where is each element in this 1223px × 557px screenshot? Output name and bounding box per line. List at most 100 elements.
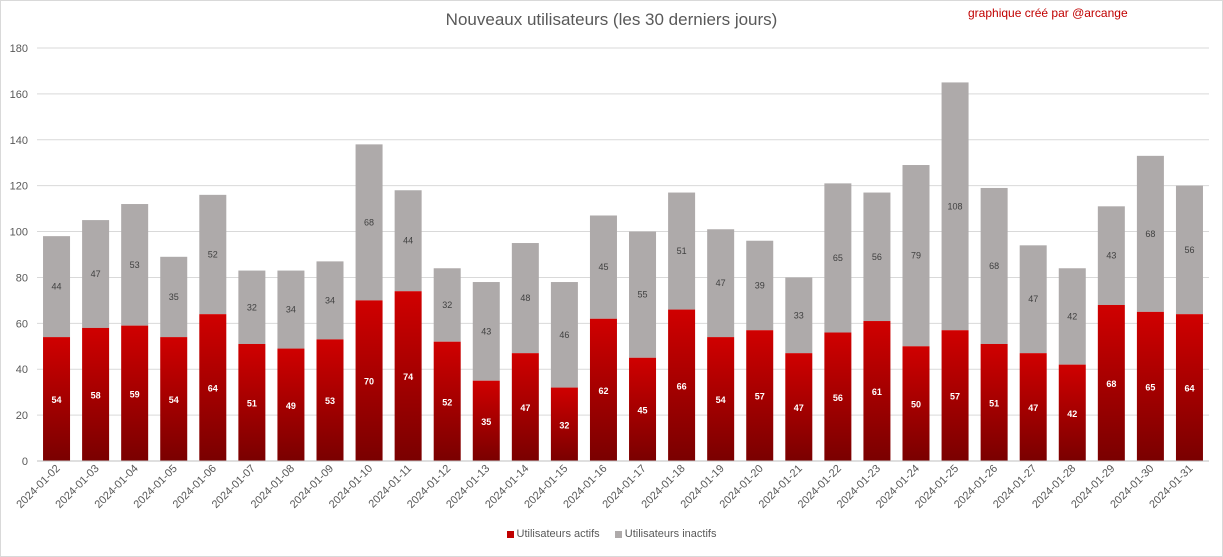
bar-inactifs	[82, 220, 110, 328]
bar-inactifs	[589, 215, 617, 319]
y-tick-label: 80	[16, 272, 28, 284]
bar-inactifs	[277, 270, 305, 349]
bar-actifs	[82, 327, 110, 461]
data-label-actifs: 64	[1184, 384, 1194, 394]
bar-actifs	[43, 337, 71, 461]
data-label-inactifs: 46	[559, 330, 569, 340]
bar-inactifs	[316, 261, 344, 340]
bar-inactifs	[980, 187, 1008, 344]
bar-inactifs	[199, 194, 227, 315]
bar-actifs	[472, 380, 500, 461]
bar-inactifs	[472, 282, 500, 381]
data-label-actifs: 53	[325, 396, 335, 406]
data-label-inactifs: 47	[1028, 294, 1038, 304]
data-label-actifs: 47	[794, 403, 804, 413]
legend-swatch-inactifs	[614, 530, 622, 538]
bar-actifs	[707, 337, 735, 461]
bar-inactifs	[238, 270, 266, 344]
data-label-inactifs: 44	[403, 236, 413, 246]
data-label-inactifs: 51	[677, 246, 687, 256]
bar-actifs	[433, 341, 461, 461]
data-label-actifs: 59	[130, 389, 140, 399]
y-tick-label: 100	[10, 227, 28, 239]
data-label-actifs: 74	[403, 372, 413, 382]
data-label-inactifs: 79	[911, 251, 921, 261]
legend-item-inactifs: Utilisateurs inactifs	[614, 528, 717, 541]
data-label-actifs: 61	[872, 387, 882, 397]
bar-actifs	[160, 337, 188, 461]
y-tick-label: 180	[10, 43, 28, 55]
bar-inactifs	[707, 229, 735, 338]
bar-inactifs	[1136, 155, 1164, 312]
data-label-inactifs: 42	[1067, 311, 1077, 321]
bar-inactifs	[550, 282, 578, 388]
data-label-actifs: 32	[559, 420, 569, 430]
data-label-actifs: 35	[481, 417, 491, 427]
y-tick-label: 20	[16, 410, 28, 422]
bar-actifs	[238, 343, 266, 461]
bar-actifs	[941, 330, 969, 461]
y-tick-label: 140	[10, 135, 28, 147]
data-label-inactifs: 33	[794, 310, 804, 320]
data-label-actifs: 47	[520, 403, 530, 413]
data-label-actifs: 64	[208, 384, 218, 394]
data-label-actifs: 51	[989, 398, 999, 408]
data-label-inactifs: 68	[1145, 229, 1155, 239]
bar-actifs	[199, 314, 227, 461]
y-tick-label: 0	[22, 456, 28, 468]
data-label-inactifs: 68	[989, 261, 999, 271]
data-label-inactifs: 47	[716, 278, 726, 288]
legend-item-actifs: Utilisateurs actifs	[506, 528, 600, 540]
data-label-actifs: 50	[911, 400, 921, 410]
data-label-inactifs: 35	[169, 292, 179, 302]
bar-actifs	[511, 353, 539, 461]
data-label-actifs: 45	[638, 405, 648, 415]
data-label-actifs: 56	[833, 393, 843, 403]
bar-actifs	[863, 321, 891, 461]
bar-inactifs	[433, 268, 461, 342]
legend-label-inactifs: Utilisateurs inactifs	[624, 528, 717, 541]
bar-actifs	[355, 300, 383, 461]
data-label-inactifs: 43	[1106, 251, 1116, 261]
data-label-actifs: 54	[169, 395, 179, 405]
bar-inactifs	[746, 240, 774, 331]
data-label-inactifs: 108	[948, 201, 963, 211]
bar-inactifs	[355, 144, 383, 301]
data-label-actifs: 51	[247, 398, 257, 408]
bar-inactifs	[863, 192, 891, 322]
data-labels: 54 44 58 47 59 53 54 35 64 52 51 32 49 34 53 34 70 68 74 44…	[52, 201, 1195, 430]
data-label-inactifs: 56	[872, 252, 882, 262]
bar-actifs	[746, 330, 774, 461]
bar-actifs	[316, 339, 344, 461]
data-label-actifs: 57	[755, 392, 765, 402]
bar-inactifs	[785, 277, 813, 354]
y-tick-label: 160	[10, 89, 28, 101]
bar-actifs	[902, 346, 930, 461]
chart-credit: graphique créé par @arcange	[968, 6, 1128, 20]
bar-actifs	[589, 318, 617, 461]
bar-actifs	[394, 291, 422, 461]
bar-inactifs	[1019, 245, 1047, 354]
data-label-inactifs: 48	[520, 293, 530, 303]
bar-actifs	[980, 343, 1008, 461]
bar-inactifs	[902, 165, 930, 347]
bar-actifs	[824, 332, 852, 461]
data-label-actifs: 58	[91, 390, 101, 400]
y-tick-label: 60	[16, 318, 28, 330]
data-label-actifs: 42	[1067, 409, 1077, 419]
data-label-actifs: 65	[1145, 382, 1155, 392]
data-label-actifs: 52	[442, 397, 452, 407]
data-label-inactifs: 32	[442, 300, 452, 310]
bar-inactifs	[394, 190, 422, 292]
bar-actifs	[668, 309, 696, 461]
bar-actifs	[1058, 364, 1086, 461]
bar-inactifs	[1058, 268, 1086, 365]
data-label-inactifs: 47	[91, 269, 101, 279]
bar-inactifs	[511, 243, 539, 354]
data-label-actifs: 49	[286, 401, 296, 411]
y-tick-label: 120	[10, 181, 28, 193]
bar-actifs	[1019, 353, 1047, 461]
data-label-inactifs: 44	[52, 282, 62, 292]
data-label-inactifs: 56	[1184, 245, 1194, 255]
y-tick-label: 40	[16, 364, 28, 376]
